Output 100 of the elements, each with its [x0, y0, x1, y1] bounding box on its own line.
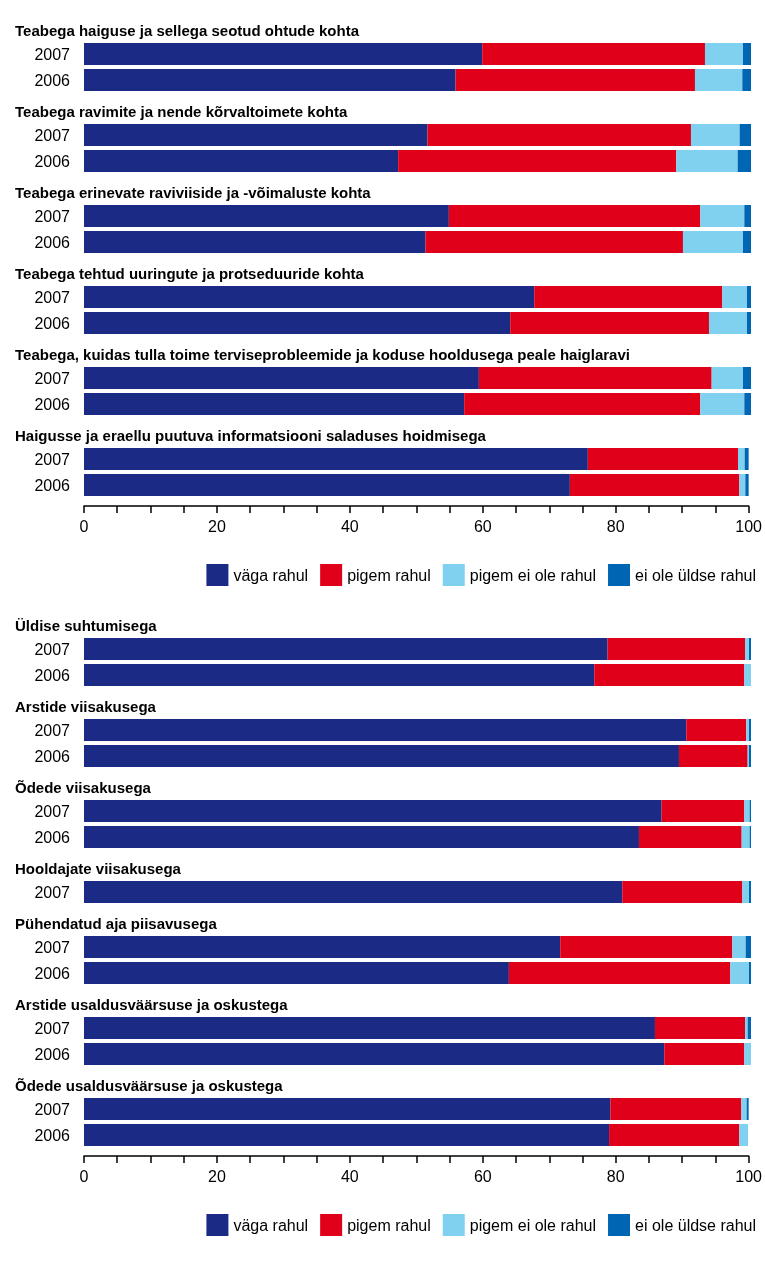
y-tick-label: 2006 [34, 152, 71, 170]
bar [739, 124, 751, 146]
bar [398, 150, 677, 172]
bar [739, 474, 746, 496]
legend-label: pigem rahul [347, 1216, 431, 1234]
bar [694, 69, 743, 91]
bar [84, 936, 561, 958]
x-tick-label: 60 [473, 517, 492, 535]
bar [744, 664, 751, 686]
bar [744, 393, 751, 415]
bar [607, 638, 745, 660]
bar [741, 1098, 747, 1120]
chart-title: Õdede viisakusega [15, 779, 152, 796]
bar [84, 800, 662, 822]
legend-label: ei ole üldse rahul [635, 566, 756, 584]
bar [745, 936, 751, 958]
bar [427, 124, 691, 146]
y-tick-label: 2007 [34, 1019, 71, 1037]
y-tick-label: 2007 [34, 288, 71, 306]
bar [742, 69, 751, 91]
bar [676, 150, 738, 172]
bar [738, 448, 745, 470]
legend-label: pigem ei ole rahul [469, 566, 597, 584]
y-tick-label: 2006 [34, 314, 71, 332]
bar [686, 719, 747, 741]
bar [84, 1017, 655, 1039]
bar [744, 205, 751, 227]
bar [700, 205, 745, 227]
bar [84, 393, 465, 415]
y-tick-label: 2006 [34, 71, 71, 89]
bar [739, 1124, 748, 1146]
y-tick-label: 2006 [34, 747, 71, 765]
bar [84, 719, 687, 741]
bar [455, 69, 695, 91]
bar [744, 448, 749, 470]
bar [84, 367, 479, 389]
y-tick-label: 2007 [34, 450, 71, 468]
bar [84, 745, 679, 767]
bar [84, 474, 570, 496]
chart-title: Teabega tehtud uuringute ja protseduuride kohta [15, 265, 365, 282]
bar [747, 312, 751, 334]
bar [747, 286, 751, 308]
y-tick-label: 2006 [34, 1045, 71, 1063]
bar [84, 826, 639, 848]
bar [700, 393, 745, 415]
legend-label: ei ole üldse rahul [635, 1216, 756, 1234]
legend-label: väga rahul [233, 566, 309, 584]
y-tick-label: 2007 [34, 1100, 71, 1118]
y-tick-label: 2007 [34, 721, 71, 739]
bar [84, 1098, 611, 1120]
bar [678, 745, 748, 767]
bar [84, 312, 511, 334]
bar [482, 43, 705, 65]
chart-title: Haigusse ja eraellu puutuva informatsiooni saladuses hoidmisega [15, 427, 487, 444]
bar [84, 43, 483, 65]
chart-title: Õdede usaldusväärsuse ja oskustega [15, 1077, 284, 1094]
x-tick-label: 60 [473, 1167, 492, 1185]
y-tick-label: 2006 [34, 1126, 71, 1144]
bar [722, 286, 747, 308]
bar [745, 638, 749, 660]
x-tick-label: 20 [208, 517, 226, 535]
bar [84, 150, 399, 172]
bar [594, 664, 745, 686]
bar [745, 474, 749, 496]
chart-title: Arstide usaldusväärsuse ja oskustega [15, 996, 289, 1013]
bar [609, 1124, 740, 1146]
bar [560, 936, 733, 958]
x-tick-label: 80 [606, 517, 625, 535]
bar [84, 1043, 665, 1065]
bar [743, 367, 751, 389]
x-tick-label: 40 [340, 1167, 359, 1185]
bar [508, 962, 731, 984]
legend-label: pigem rahul [347, 566, 431, 584]
bar [744, 800, 750, 822]
bar [84, 664, 595, 686]
bar [478, 367, 712, 389]
y-tick-label: 2006 [34, 666, 71, 684]
x-tick-label: 80 [606, 1167, 625, 1185]
bar [664, 1043, 745, 1065]
bar [638, 826, 742, 848]
bar [84, 205, 449, 227]
bar [84, 881, 623, 903]
y-tick-label: 2007 [34, 938, 71, 956]
y-tick-label: 2007 [34, 207, 71, 225]
chart-title: Arstide viisakusega [15, 698, 157, 715]
bar [730, 962, 749, 984]
x-tick-label: 20 [208, 1167, 226, 1185]
y-tick-label: 2007 [34, 802, 71, 820]
y-tick-label: 2007 [34, 640, 71, 658]
legend-label: väga rahul [233, 1216, 309, 1234]
x-tick-label: 40 [340, 517, 359, 535]
x-tick-label: 100 [735, 517, 763, 535]
bar [622, 881, 743, 903]
bar [690, 124, 740, 146]
chart-title: Teabega ravimite ja nende kõrvaltoimete kohta [15, 103, 348, 120]
chart-title: Teabega haiguse ja sellega seotud ohtude kohta [15, 22, 360, 39]
bar [84, 962, 509, 984]
bar [742, 881, 749, 903]
bar [661, 800, 745, 822]
bar [682, 231, 743, 253]
